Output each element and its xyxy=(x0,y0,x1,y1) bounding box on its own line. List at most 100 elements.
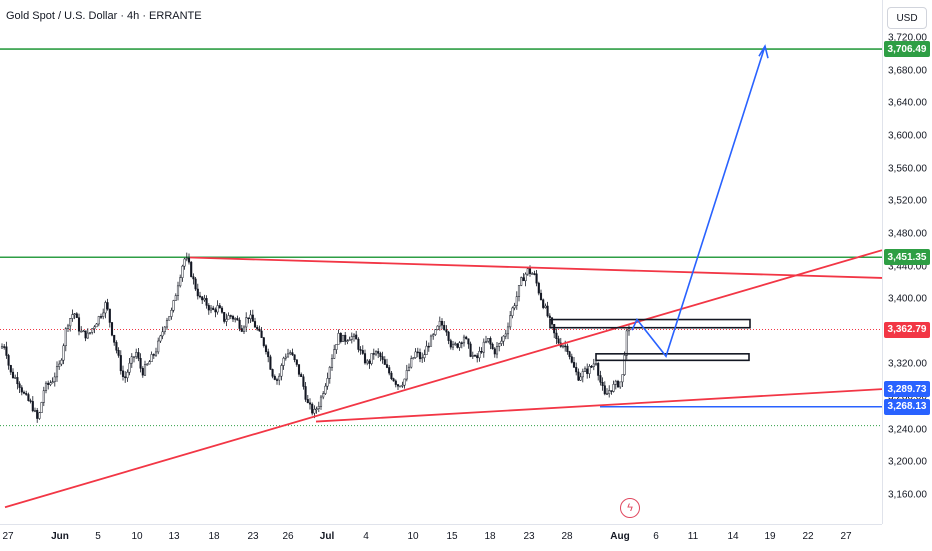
candle-body xyxy=(192,276,195,280)
time-axis[interactable]: 27 Jun 5 10 13 18 23 26 Jul 4 10 15 18 23 28 Aug 6 11 14 19… xyxy=(0,524,882,551)
candle-body xyxy=(163,326,166,333)
candle-body xyxy=(610,390,613,392)
candle-body xyxy=(16,377,19,385)
price-tick: 3,400.00 xyxy=(888,293,927,305)
candle-body xyxy=(227,315,230,320)
candle-body xyxy=(27,394,30,401)
candle-body xyxy=(25,393,28,395)
candle-body xyxy=(179,277,182,287)
candle-body xyxy=(476,355,479,359)
candle-body xyxy=(388,367,391,374)
candle-body xyxy=(487,338,490,342)
price-chart[interactable] xyxy=(0,0,882,524)
candle-body xyxy=(245,317,248,328)
currency-button[interactable]: USD xyxy=(887,7,927,29)
candle-body xyxy=(429,335,433,347)
price-tick: 3,520.00 xyxy=(888,195,927,207)
candle-body xyxy=(623,355,626,375)
candle-body xyxy=(295,359,298,365)
candle-body xyxy=(236,318,239,321)
candle-body xyxy=(577,371,580,381)
candle-body xyxy=(495,346,499,355)
candle-body xyxy=(517,285,521,297)
candle-body xyxy=(214,309,217,313)
time-label: 28 xyxy=(561,531,573,542)
lightning-icon[interactable]: ϟ xyxy=(620,498,640,518)
candle-body xyxy=(361,350,364,354)
candle-body xyxy=(326,378,329,387)
candle-body xyxy=(146,363,149,366)
price-badge: 3,706.49 xyxy=(884,41,930,58)
candle-body xyxy=(225,318,228,322)
candle-body xyxy=(139,358,142,369)
candle-body xyxy=(18,383,21,388)
candle-body xyxy=(511,307,514,316)
candle-body xyxy=(412,357,415,359)
symbol-title: Gold Spot / U.S. Dollar · 4h · ERRANTE xyxy=(6,10,202,22)
candle-body xyxy=(346,340,349,342)
candle-body xyxy=(520,277,523,286)
candle-body xyxy=(506,326,510,335)
candle-body xyxy=(383,359,386,365)
candle-body xyxy=(350,336,353,340)
candle-body xyxy=(546,305,549,317)
candle-body xyxy=(38,412,41,419)
candle-body xyxy=(385,364,389,368)
candle-body xyxy=(260,330,263,338)
candle-body xyxy=(498,343,501,347)
candle-body xyxy=(194,278,197,290)
candle-body xyxy=(106,302,109,310)
candle-body xyxy=(205,298,208,306)
candle-body xyxy=(73,313,76,315)
candle-body xyxy=(306,399,309,404)
candle-body xyxy=(396,384,400,387)
candle-body xyxy=(436,325,439,330)
candle-body xyxy=(132,356,136,359)
candle-body xyxy=(625,330,628,356)
candle-body xyxy=(258,328,261,332)
candle-body xyxy=(190,261,193,277)
candle-body xyxy=(291,352,294,356)
candle-body xyxy=(238,319,241,329)
candle-body xyxy=(82,330,85,333)
candle-body xyxy=(7,355,10,366)
candle-body xyxy=(438,320,441,327)
candle-body xyxy=(62,345,65,361)
candle-body xyxy=(11,371,15,379)
price-badge: 3,268.13 xyxy=(884,398,930,415)
zone-box-1 xyxy=(595,353,750,362)
candle-body xyxy=(130,356,133,364)
candle-body xyxy=(269,356,272,370)
candle-body xyxy=(264,345,268,352)
price-tick: 3,240.00 xyxy=(888,424,927,436)
candle-body xyxy=(137,352,140,359)
candle-body xyxy=(504,333,507,337)
candle-body xyxy=(500,340,503,344)
candle-body xyxy=(550,317,554,325)
candle-body xyxy=(456,343,459,348)
candle-body xyxy=(220,307,224,313)
chart-area[interactable] xyxy=(0,0,882,524)
candle-body xyxy=(88,332,92,334)
price-tick: 3,440.00 xyxy=(888,261,927,272)
candle-body xyxy=(473,355,477,357)
candle-body xyxy=(302,376,305,387)
candle-body xyxy=(590,366,593,368)
candle-body xyxy=(157,340,160,353)
candle-body xyxy=(249,314,252,319)
candle-body xyxy=(278,375,281,381)
candle-body xyxy=(627,328,631,332)
candle-body xyxy=(300,374,303,377)
candle-body xyxy=(533,273,536,275)
candle-body xyxy=(128,362,131,373)
time-label: 19 xyxy=(764,531,776,542)
candle-body xyxy=(317,406,320,410)
candle-body xyxy=(102,312,105,317)
candle-body xyxy=(36,410,39,419)
candle-body xyxy=(240,328,243,332)
time-label: Jun xyxy=(51,531,69,542)
candle-body xyxy=(3,346,6,348)
candle-body xyxy=(363,353,367,364)
candle-body xyxy=(341,334,345,342)
candle-body xyxy=(581,371,584,378)
